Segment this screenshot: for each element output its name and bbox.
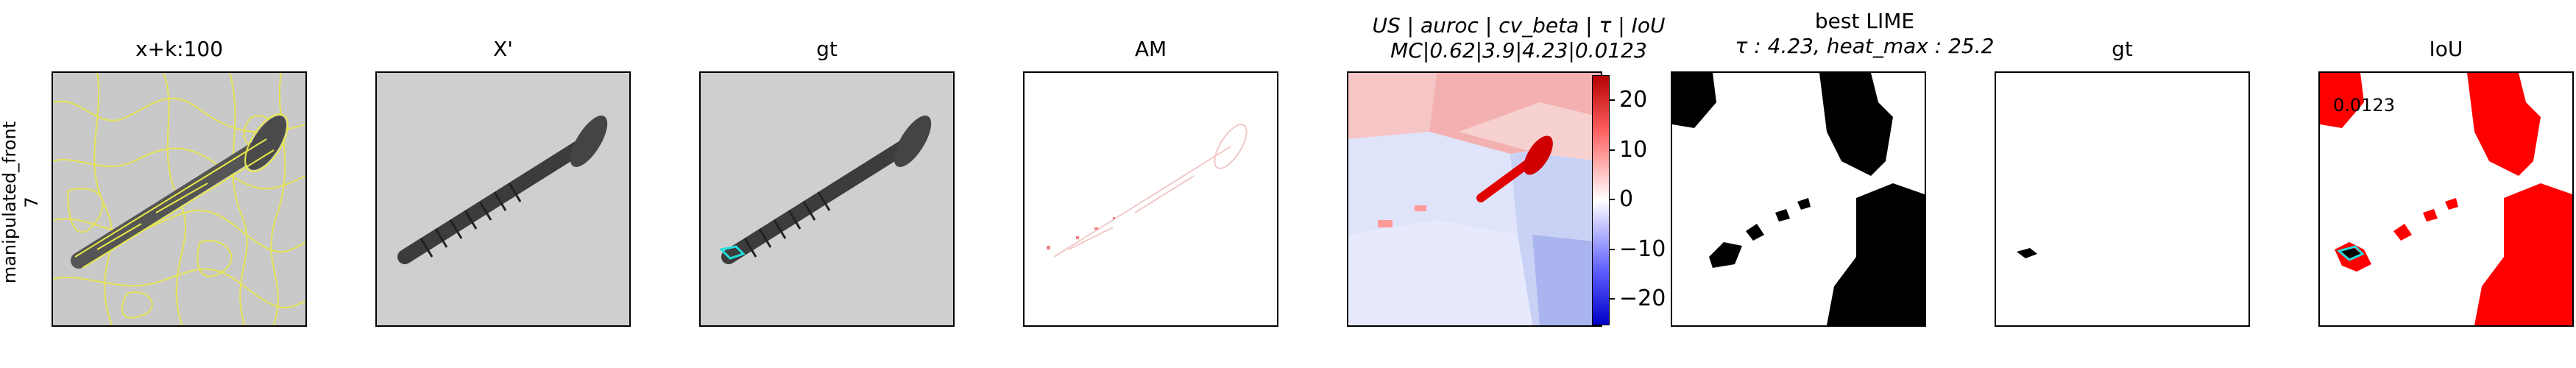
panel-title-7: gt [2112,37,2133,61]
row-label-line1: manipulated_front [0,121,20,284]
panel-title-5-line1: US | auroc | cv_beta | τ | IoU [1372,13,1666,38]
panel-title-6-line2: τ : 4.23, heat_max : 25.2 [1735,34,1995,58]
colorbar-tick-20 [1609,99,1615,101]
colorbar-label-neg20: −20 [1619,286,1666,311]
panel-title-5-line2: MC|0.62|3.9|4.23|0.0123 [1390,38,1647,63]
row-label-text: manipulated_front 7 [0,121,43,283]
colorbar-label-neg10: −10 [1619,236,1666,262]
xprime-image-panel [375,71,631,327]
panel-title-6: best LIME τ : 4.23, heat_max : 25.2 [1619,9,2110,59]
iou-image [2320,73,2572,325]
iou-panel: 0.0123 [2318,71,2574,327]
panel-title-2: X' [493,37,513,61]
gt-image [701,73,953,325]
colorbar-tick-0 [1609,199,1615,200]
row-label-line2: 7 [21,197,42,208]
xprime-image [377,73,629,325]
am-image [1025,73,1277,325]
row-label: manipulated_front 7 [0,118,42,287]
panel-title-3: gt [816,37,838,61]
panel-title-5: US | auroc | cv_beta | τ | IoU MC|0.62|3… [1273,13,1764,63]
panel-title-8: IoU [2429,37,2463,61]
gt-image-panel [699,71,955,327]
colorbar-tick-10 [1609,149,1615,151]
panel-title-1: x+k:100 [135,37,224,61]
lime-mask-panel [1671,71,1926,327]
colorbar-label-10: 10 [1619,137,1648,163]
colorbar-tick-neg10 [1609,249,1615,250]
colorbar-label-20: 20 [1619,87,1648,113]
am-image-panel [1023,71,1278,327]
panel-title-6-line1: best LIME [1814,9,1915,33]
heatmap-panel [1347,71,1602,327]
superpixel-image-panel [52,71,307,327]
colorbar-label-0: 0 [1619,186,1634,212]
gt-mask-panel [1995,71,2250,327]
superpixel-image [53,73,305,325]
heatmap-image [1348,73,1601,325]
colorbar [1592,75,1610,325]
panel-title-4: AM [1134,37,1167,61]
gt-mask-image [1996,73,2248,325]
colorbar-tick-neg20 [1609,298,1615,300]
iou-value: 0.0123 [2333,95,2395,116]
lime-mask-image [1672,73,1925,325]
